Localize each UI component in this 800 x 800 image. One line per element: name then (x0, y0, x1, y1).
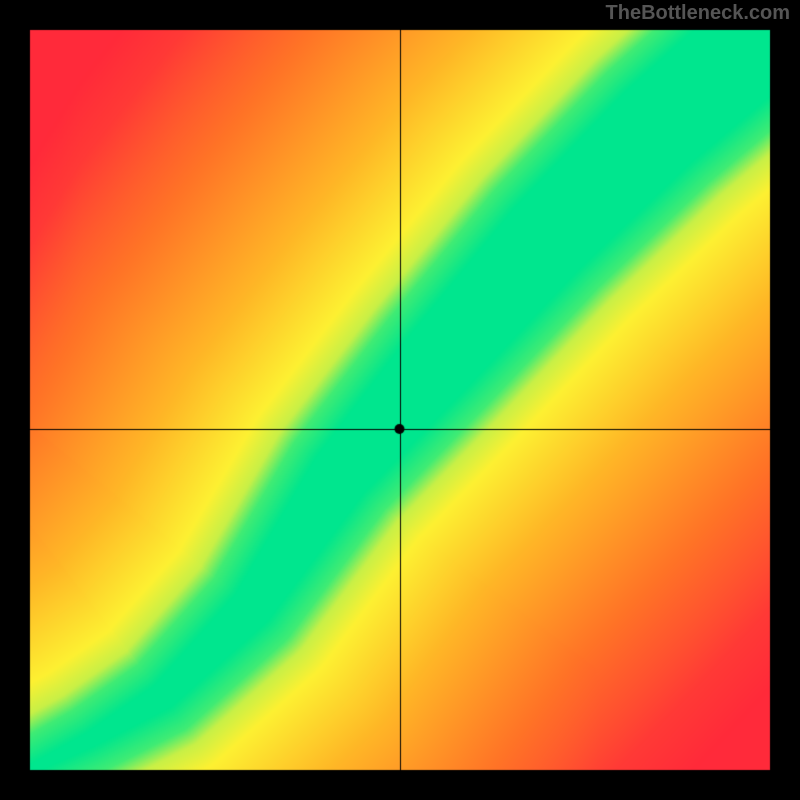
watermark-text: TheBottleneck.com (606, 2, 790, 25)
heatmap-canvas (0, 0, 800, 800)
